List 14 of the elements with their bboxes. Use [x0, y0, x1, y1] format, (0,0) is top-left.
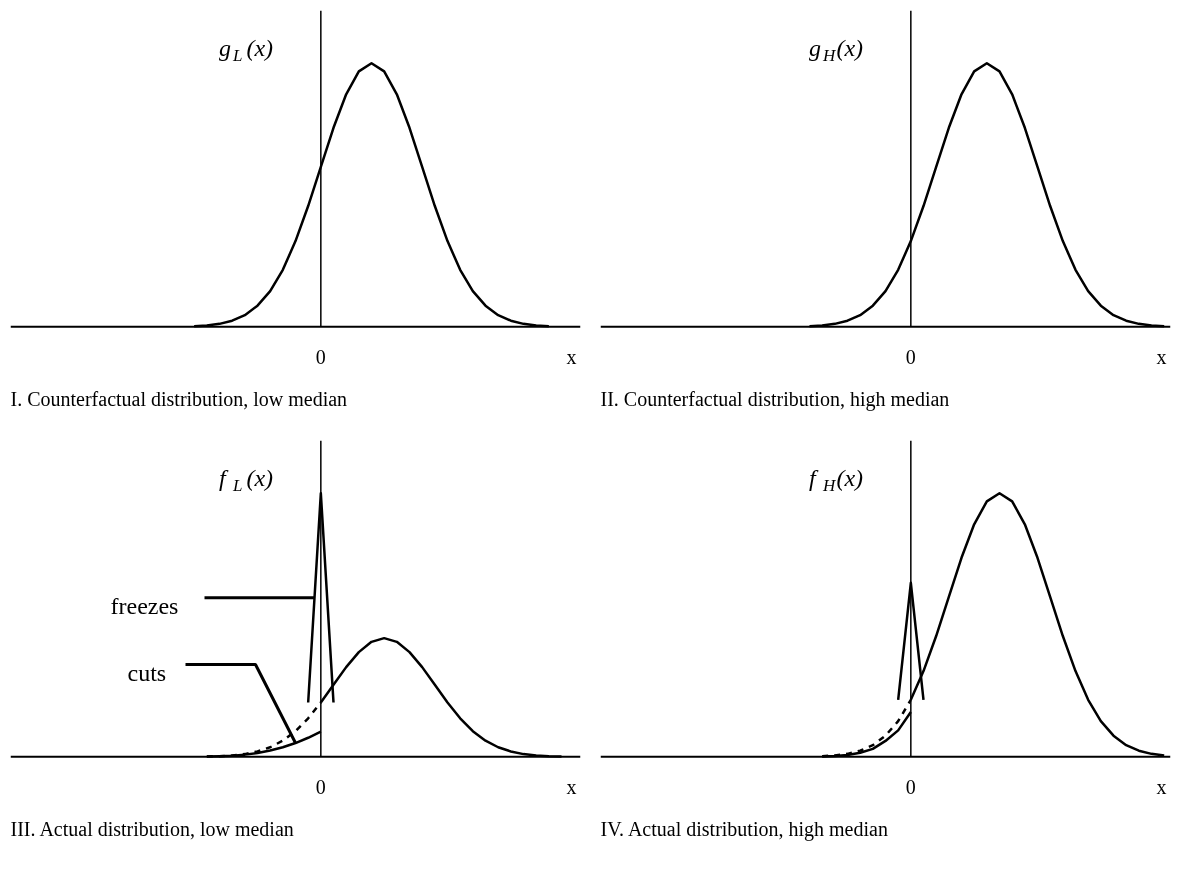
text: 0 [315, 345, 326, 368]
text: III. Actual distribution, low median [10, 817, 294, 840]
text: II. Counterfactual distribution, high median [600, 387, 950, 411]
text: 0 [315, 775, 326, 798]
x-axis-title: x [1156, 775, 1167, 798]
x-axis-title: x [566, 345, 577, 368]
x-axis-title: x [566, 775, 577, 798]
text: 0 [905, 345, 916, 368]
text: 0 [905, 775, 916, 798]
annotation: freezes [110, 592, 179, 619]
x-axis-title: x [1156, 345, 1167, 368]
annotation: cuts [127, 659, 167, 686]
text: I. Counterfactual distribution, low median [10, 387, 348, 410]
text: IV. Actual distribution, high median [600, 817, 888, 841]
